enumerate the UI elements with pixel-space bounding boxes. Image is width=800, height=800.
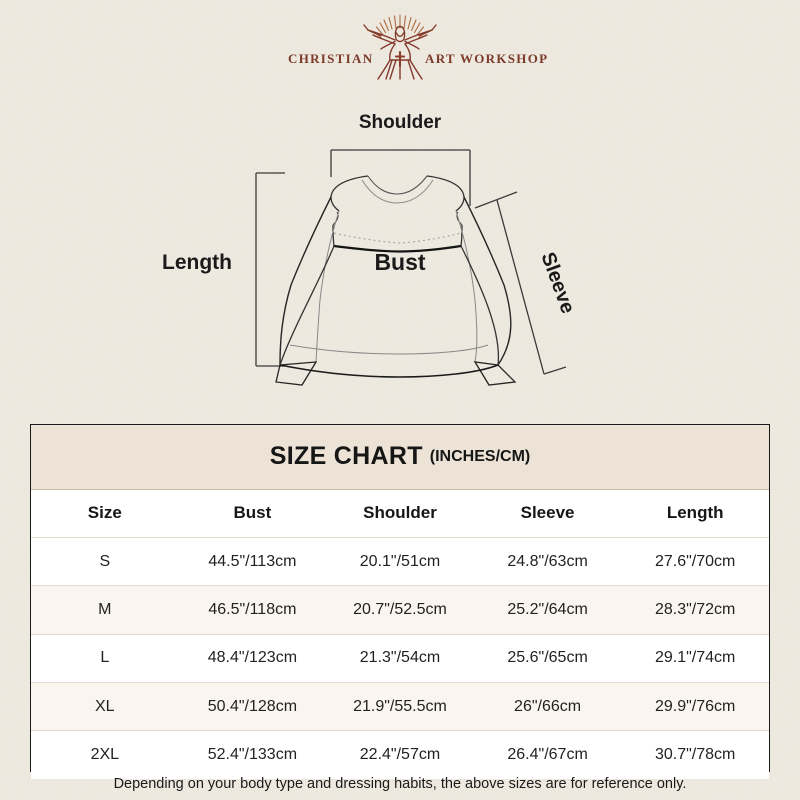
svg-text:Shoulder: Shoulder bbox=[359, 112, 442, 133]
svg-text:Sleeve: Sleeve bbox=[536, 249, 578, 316]
svg-text:Length: Length bbox=[162, 251, 232, 274]
svg-text:Bust: Bust bbox=[374, 249, 425, 275]
